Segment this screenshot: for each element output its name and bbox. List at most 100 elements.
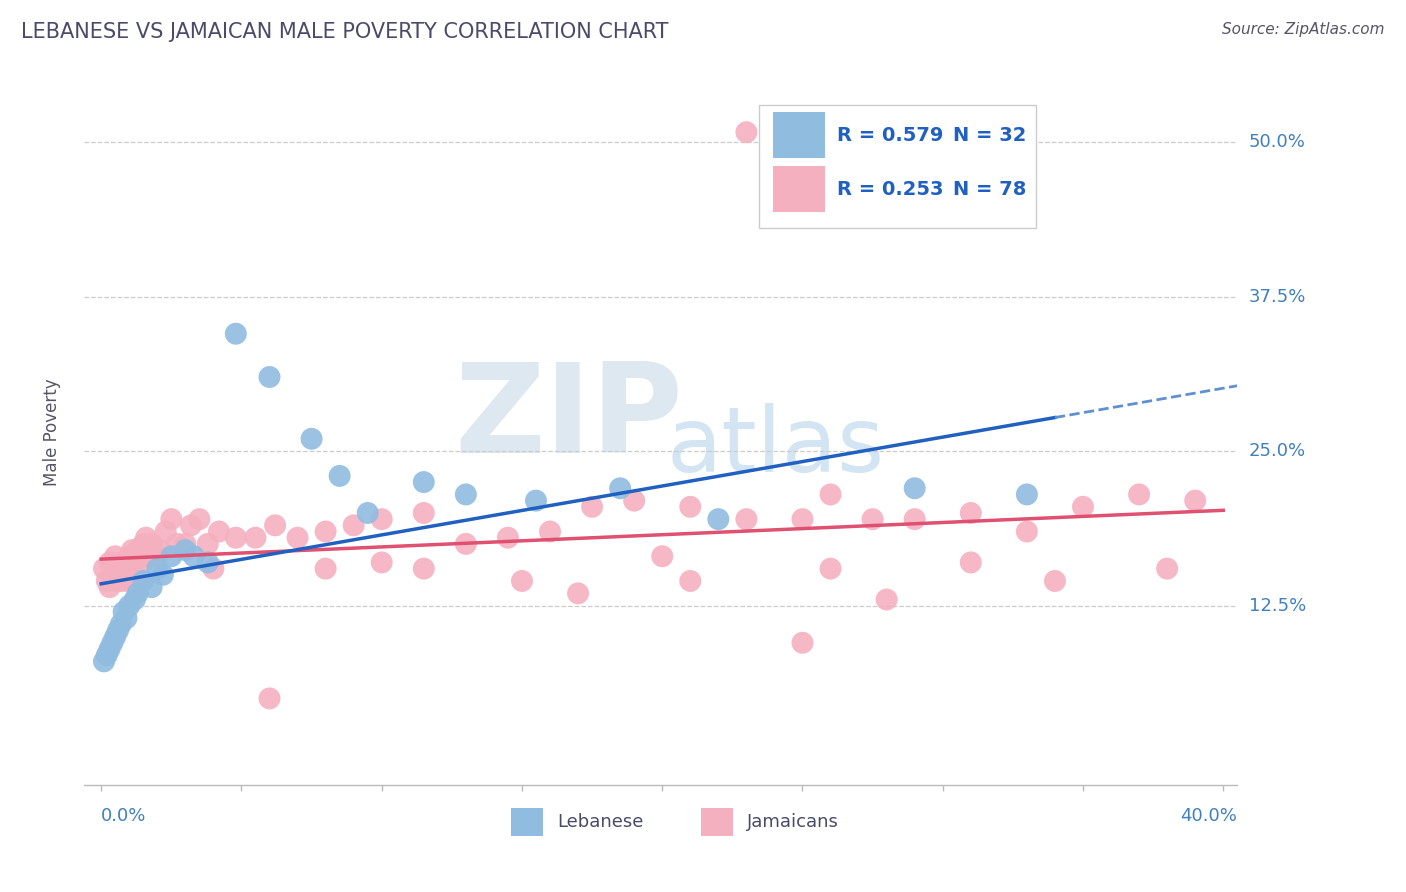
Point: [107, 624, 129, 638]
Point: [259, 370, 281, 384]
Point: [155, 524, 177, 539]
Point: [370, 512, 392, 526]
Point: [132, 574, 155, 588]
Point: [959, 506, 981, 520]
Point: [115, 567, 138, 582]
Point: [735, 512, 758, 526]
Point: [538, 524, 561, 539]
Bar: [510, 807, 543, 836]
Point: [1156, 561, 1178, 575]
Point: [1015, 524, 1038, 539]
Point: [127, 586, 149, 600]
Point: [581, 500, 603, 514]
Point: [370, 556, 392, 570]
Point: [146, 561, 169, 575]
Point: [259, 691, 281, 706]
Text: 37.5%: 37.5%: [1249, 287, 1306, 306]
Point: [110, 574, 132, 588]
Point: [174, 543, 197, 558]
Point: [124, 556, 146, 570]
Point: [315, 561, 337, 575]
Point: [357, 506, 380, 520]
Point: [104, 574, 127, 588]
Text: ZIP: ZIP: [454, 358, 683, 479]
Point: [862, 512, 884, 526]
Point: [118, 561, 141, 575]
Text: N = 78: N = 78: [952, 180, 1026, 199]
Text: Male Poverty: Male Poverty: [44, 379, 60, 486]
Point: [115, 574, 138, 588]
Point: [496, 531, 519, 545]
Point: [112, 556, 135, 570]
Point: [510, 574, 533, 588]
Point: [876, 592, 898, 607]
Point: [329, 469, 352, 483]
Text: Lebanese: Lebanese: [557, 813, 644, 830]
Point: [1043, 574, 1066, 588]
Point: [454, 487, 477, 501]
Point: [1184, 493, 1206, 508]
Point: [152, 567, 174, 582]
Point: [225, 326, 247, 341]
Point: [127, 543, 149, 558]
Point: [135, 531, 157, 545]
Point: [202, 561, 225, 575]
Point: [343, 518, 366, 533]
Point: [188, 512, 211, 526]
Point: [132, 537, 155, 551]
Point: [104, 549, 127, 564]
Text: Jamaicans: Jamaicans: [748, 813, 839, 830]
Point: [107, 561, 129, 575]
Point: [146, 549, 169, 564]
Point: [567, 586, 589, 600]
Point: [101, 636, 124, 650]
Point: [174, 537, 197, 551]
Text: 12.5%: 12.5%: [1249, 597, 1306, 615]
Point: [98, 556, 121, 570]
Point: [1071, 500, 1094, 514]
Point: [735, 125, 758, 139]
Point: [180, 518, 202, 533]
Point: [124, 567, 146, 582]
Point: [208, 524, 231, 539]
Text: R = 0.579: R = 0.579: [837, 126, 943, 145]
Point: [904, 481, 927, 495]
Text: Source: ZipAtlas.com: Source: ZipAtlas.com: [1222, 22, 1385, 37]
Point: [112, 605, 135, 619]
Point: [454, 537, 477, 551]
Point: [904, 512, 927, 526]
Point: [121, 543, 143, 558]
Point: [315, 524, 337, 539]
Point: [118, 549, 141, 564]
Point: [166, 537, 188, 551]
Point: [820, 487, 842, 501]
Point: [820, 561, 842, 575]
Point: [183, 549, 205, 564]
Text: atlas: atlas: [666, 402, 886, 491]
Point: [609, 481, 631, 495]
Point: [1015, 487, 1038, 501]
Point: [412, 506, 434, 520]
Point: [141, 537, 163, 551]
Point: [225, 531, 247, 545]
Point: [110, 617, 132, 632]
Point: [679, 574, 702, 588]
Point: [623, 493, 645, 508]
Point: [707, 512, 730, 526]
Point: [245, 531, 267, 545]
Text: N = 32: N = 32: [952, 126, 1026, 145]
Point: [792, 636, 814, 650]
Point: [197, 556, 219, 570]
Point: [98, 642, 121, 657]
Point: [301, 432, 323, 446]
Point: [1128, 487, 1150, 501]
Point: [141, 580, 163, 594]
Point: [101, 567, 124, 582]
Point: [132, 556, 155, 570]
Point: [98, 580, 121, 594]
Point: [679, 500, 702, 514]
Point: [287, 531, 309, 545]
Bar: [773, 167, 824, 212]
Point: [96, 648, 118, 662]
Point: [160, 549, 183, 564]
